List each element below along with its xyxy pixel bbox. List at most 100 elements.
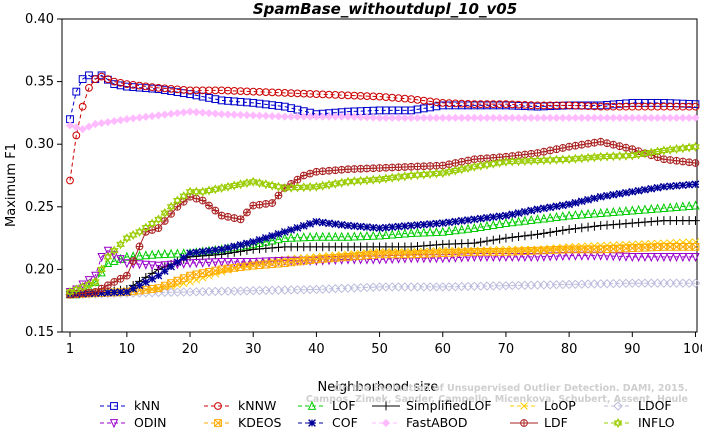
data-point <box>584 195 592 204</box>
data-point <box>615 252 624 262</box>
data-point <box>583 152 593 161</box>
legend-item-loop: LoOP <box>510 398 576 413</box>
data-point <box>602 207 612 217</box>
data-point <box>577 279 587 289</box>
legend-item-lof: LOF <box>298 398 356 413</box>
data-point <box>205 268 213 276</box>
data-point <box>419 227 428 237</box>
data-point <box>218 212 226 219</box>
data-point <box>691 180 700 189</box>
data-point <box>122 288 131 296</box>
data-point <box>204 185 214 194</box>
data-point <box>355 282 366 293</box>
legend-item-odin: ODIN <box>100 415 167 430</box>
data-point <box>147 261 157 271</box>
data-point <box>274 184 283 192</box>
legend-marker <box>381 401 391 411</box>
data-point <box>71 284 81 292</box>
data-point <box>659 278 669 288</box>
data-point <box>299 112 308 121</box>
data-point <box>229 286 239 296</box>
data-point <box>476 160 485 169</box>
data-point <box>457 166 467 175</box>
data-point <box>160 267 169 276</box>
data-point <box>274 242 283 252</box>
data-point <box>672 201 681 211</box>
data-point <box>678 201 688 211</box>
data-point <box>666 202 675 212</box>
data-point <box>236 263 245 272</box>
data-point <box>627 152 637 161</box>
data-point <box>166 287 176 298</box>
data-point <box>65 121 75 130</box>
data-point <box>211 109 220 118</box>
data-point <box>223 286 233 296</box>
data-point <box>564 210 574 220</box>
data-point <box>489 213 498 221</box>
data-point <box>634 252 643 263</box>
data-point <box>136 243 143 250</box>
data-point <box>381 229 391 239</box>
legend-marker <box>520 402 528 410</box>
x-tick-label: 40 <box>308 342 325 357</box>
data-point <box>255 244 264 254</box>
data-point <box>375 255 384 265</box>
data-point <box>261 181 271 190</box>
data-point <box>97 264 106 272</box>
data-point <box>65 286 75 295</box>
data-point <box>482 113 492 123</box>
data-point <box>90 279 100 287</box>
legend-item-kdeos: KDEOS <box>204 415 282 430</box>
data-point <box>647 252 656 263</box>
data-point <box>148 285 157 293</box>
data-point <box>445 160 453 168</box>
data-point <box>406 242 416 252</box>
data-point <box>185 287 195 297</box>
data-point <box>526 155 536 164</box>
data-point <box>280 285 290 295</box>
data-point <box>495 157 504 166</box>
watermark-line-2: Campos, Zimek, Sander, Campello, Micenko… <box>306 394 688 405</box>
data-point <box>204 258 214 268</box>
data-point <box>135 229 144 237</box>
data-point <box>122 115 131 124</box>
data-point <box>590 139 598 147</box>
data-point <box>72 131 81 140</box>
data-point <box>198 186 208 195</box>
data-point <box>103 254 113 262</box>
data-point <box>268 112 277 121</box>
data-point <box>344 252 352 261</box>
data-point <box>457 216 466 225</box>
data-point <box>457 281 467 292</box>
data-point <box>350 112 359 122</box>
legend-item-cof: COF <box>298 415 358 430</box>
data-point <box>614 278 625 289</box>
data-point <box>647 113 656 123</box>
data-point <box>161 217 169 225</box>
data-point <box>223 257 233 268</box>
data-point <box>129 257 137 265</box>
data-point <box>223 184 233 192</box>
data-point <box>407 113 416 123</box>
data-point <box>242 245 252 255</box>
series-fastabod <box>65 107 700 134</box>
data-point <box>400 282 410 292</box>
data-point <box>691 102 700 111</box>
data-point <box>154 224 163 232</box>
data-point <box>470 222 479 232</box>
data-point <box>305 182 315 190</box>
data-point <box>445 218 453 227</box>
data-point <box>286 232 296 242</box>
data-point <box>533 252 542 263</box>
data-point <box>673 157 680 165</box>
data-point <box>678 113 687 123</box>
data-point <box>243 239 251 248</box>
data-point <box>280 259 289 268</box>
legend-item-ldf: LDF <box>510 415 568 430</box>
data-point <box>463 223 473 233</box>
data-point <box>362 177 372 186</box>
data-point <box>678 145 688 154</box>
data-point <box>343 179 353 187</box>
data-point <box>463 165 473 173</box>
data-point <box>349 176 359 184</box>
